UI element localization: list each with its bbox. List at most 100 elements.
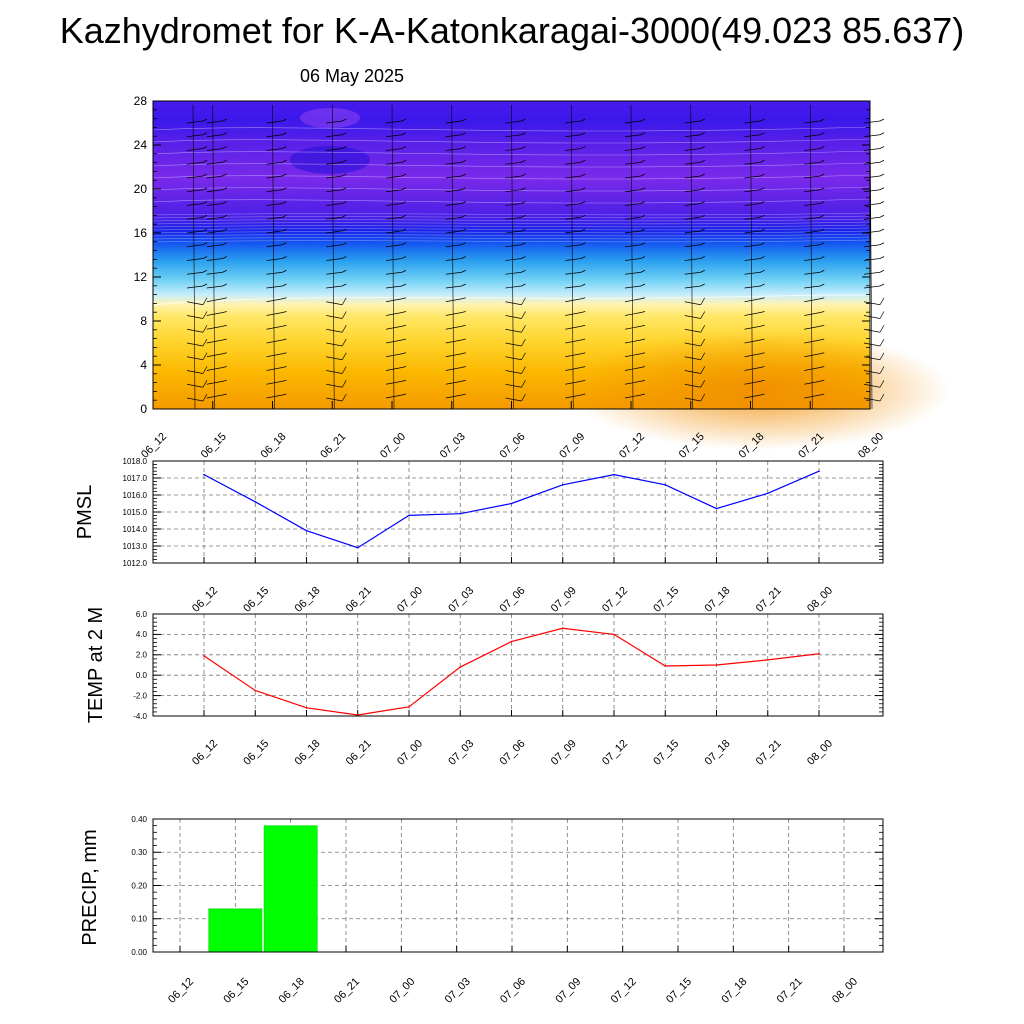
wind-barb [863,148,881,151]
wind-barb-flag [222,283,227,287]
wind-barb-flag [700,256,705,259]
wind-barb [804,216,821,220]
wind-barb [186,189,204,193]
wind-barb [266,134,283,138]
wind-barb [385,134,403,138]
wind-barb [266,189,283,193]
wind-barb-flag [879,201,885,204]
temp-tick-label-06_12: 06_12 [190,738,220,768]
wind-barb-flag [760,242,765,246]
heatmap-y-tick-label-24: 24 [134,138,148,152]
wind-barb-flag [202,311,208,319]
wind-barb-flag [581,118,586,122]
wind-barb-flag [820,187,825,191]
wind-barb-flag [461,173,466,177]
temp-tick-label-07_06: 07_06 [498,738,528,768]
wind-barb-flag [879,311,885,319]
wind-barb [385,285,403,289]
wind-barb [624,298,642,303]
wind-barb [684,134,701,138]
temp-data-point [356,714,359,716]
wind-barb [565,134,582,138]
wind-barb [744,216,761,220]
wind-barb-flag [461,214,466,218]
wind-barb-flag [282,256,287,259]
heatmap-contour [152,162,871,168]
wind-barb-flag [640,256,646,259]
wind-barb-flag [581,146,586,149]
wind-barb-flag [521,283,526,287]
temp-y-tick-label--2.0: -2.0 [133,691,147,700]
wind-barb-flag [700,269,705,273]
pmsl-tick-label-06_15: 06_15 [241,585,271,615]
wind-barb-flag [401,118,407,122]
wind-barb [565,216,582,220]
wind-barb [565,339,582,344]
wind-barb [804,339,821,344]
pmsl-tick-label-07_06: 07_06 [498,585,528,615]
wind-barb [863,161,881,165]
wind-barb [266,175,283,179]
wind-barb-flag [202,393,208,402]
precip-y-axis-label: PRECIP, mm [79,829,101,945]
heatmap-tick-label-06_21: 06_21 [318,431,348,461]
pmsl-tick-label-06_21: 06_21 [344,585,374,615]
wind-barb-flag [640,283,646,287]
wind-barb-flag [461,159,466,163]
wind-barb [804,325,821,330]
wind-barb-flag [700,173,705,177]
wind-barb [206,161,223,165]
wind-barb [445,298,462,303]
wind-barb-flag [820,201,825,204]
pmsl-y-tick-label-1014.0: 1014.0 [123,525,148,534]
wind-barb-flag [581,132,586,136]
wind-barb [326,134,343,138]
wind-barb [744,258,761,261]
wind-barb [445,312,462,316]
wind-barb [385,161,403,165]
wind-barb [385,189,403,193]
wind-barb [326,216,343,220]
wind-barb [266,353,283,358]
heatmap-y-tick-label-0: 0 [140,402,147,416]
wind-barb-flag [282,228,287,232]
wind-barb-flag [640,214,646,218]
wind-barb [684,244,701,248]
wind-barb-flag [202,187,208,191]
wind-barb-flag [282,132,287,136]
wind-barb-flag [342,132,347,136]
heatmap-tick-label-07_03: 07_03 [438,431,468,461]
wind-barb-flag [342,118,347,122]
wind-barb [565,353,582,358]
wind-barb-flag [282,393,287,396]
heatmap-warm-area [570,330,950,450]
wind-barb-flag [879,380,885,388]
temp-y-tick-label-4.0: 4.0 [136,630,148,639]
precip-tick-label-07_00: 07_00 [387,976,417,1006]
precip-tick-label-07_21: 07_21 [775,976,805,1006]
wind-barb [186,148,204,151]
wind-barb [744,298,761,303]
wind-barb [326,271,343,275]
pmsl-y-tick-label-1016.0: 1016.0 [123,491,148,500]
wind-barb [206,230,223,234]
wind-barb-staff [391,104,395,410]
wind-barb-flag [581,324,586,327]
wind-barb [863,203,881,206]
pmsl-y-axis-label: PMSL [74,485,96,539]
wind-barb [505,203,522,206]
wind-barb-flag [461,118,466,122]
wind-barb-flag [401,256,407,259]
wind-barb-flag [700,393,706,402]
wind-barb [266,230,283,234]
wind-barb [266,161,283,165]
wind-barb-flag [581,338,586,341]
wind-barb-flag [342,228,347,232]
wind-barb [505,134,522,138]
wind-barb [445,203,462,206]
wind-barb-flag [401,269,407,273]
wind-barb [744,353,761,358]
wind-barb-flag [879,393,885,402]
wind-barb [206,203,223,206]
wind-barb-flag [222,214,227,218]
